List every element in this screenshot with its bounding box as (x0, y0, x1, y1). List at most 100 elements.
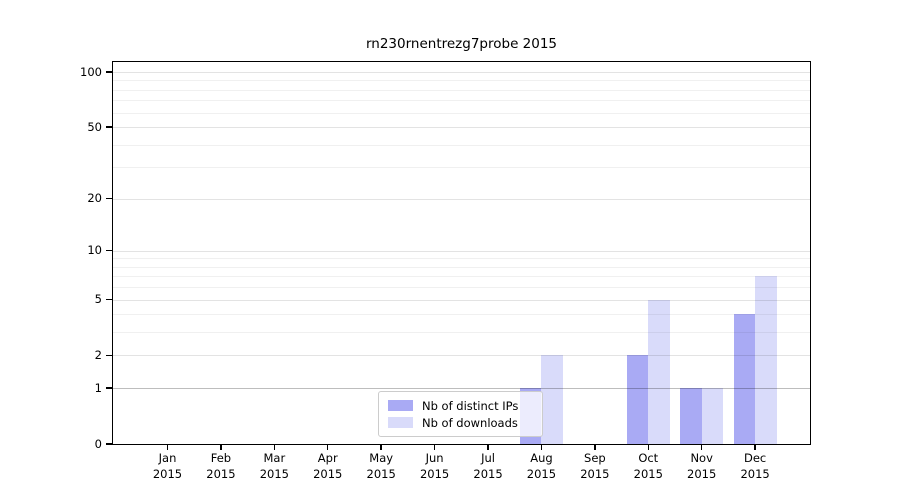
legend: Nb of distinct IPs Nb of downloads (378, 391, 543, 437)
x-tick-label: Sep 2015 (568, 451, 622, 482)
gridline-5 (113, 299, 810, 301)
bar-downloads-nov (701, 388, 724, 444)
x-tick-month: Sep (584, 451, 606, 465)
gridline-minor (113, 258, 810, 260)
gridline-1 (113, 388, 810, 390)
gridline-minor (113, 100, 810, 102)
gridline-50 (113, 127, 810, 129)
y-tick-label: 1 (94, 380, 102, 395)
x-tick-label: Jun 2015 (408, 451, 462, 482)
bar-downloads-aug (541, 355, 563, 444)
x-tick-year: 2015 (740, 466, 770, 481)
gridline-minor (113, 89, 810, 91)
x-tick-month: Oct (638, 451, 659, 465)
x-tick-month: Aug (530, 451, 553, 465)
bar-downloads-dec (755, 276, 777, 444)
x-tick-month: Apr (317, 451, 338, 465)
y-axis-tick (106, 298, 113, 301)
gridline-minor (113, 332, 810, 334)
gridline-minor (113, 266, 810, 268)
legend-swatch-downloads (388, 417, 413, 428)
x-axis-tick (754, 444, 756, 450)
x-axis-tick (433, 444, 436, 450)
x-tick-month: Jun (425, 451, 444, 465)
x-axis-tick (327, 444, 329, 450)
bar-distinct-ips-nov (680, 388, 702, 444)
gridline-minor (113, 144, 810, 146)
x-tick-label: Jul 2015 (461, 451, 515, 482)
x-tick-year: 2015 (366, 466, 396, 481)
x-tick-year: 2015 (687, 466, 717, 481)
y-tick-label: 10 (87, 243, 102, 258)
x-tick-month: May (369, 451, 394, 465)
legend-item-distinct-ips: Nb of distinct IPs (388, 399, 536, 413)
gridline-minor (113, 314, 810, 316)
x-tick-year: 2015 (633, 466, 663, 481)
plot-area (113, 62, 810, 444)
x-tick-label: Feb 2015 (194, 451, 248, 482)
x-axis-tick (273, 444, 276, 450)
bar-downloads-oct (648, 299, 670, 444)
y-axis-tick (106, 354, 113, 357)
x-tick-label: Dec 2015 (728, 451, 782, 482)
x-tick-label: Jan 2015 (141, 451, 195, 482)
x-tick-month: Mar (263, 451, 286, 465)
y-axis-tick (106, 250, 113, 252)
x-tick-year: 2015 (206, 466, 236, 481)
x-axis-tick (594, 444, 596, 450)
y-tick-label: 20 (87, 191, 102, 206)
x-tick-label: Apr 2015 (301, 451, 355, 482)
legend-swatch-distinct-ips (388, 400, 413, 411)
y-axis-tick (106, 387, 113, 389)
x-tick-label: May 2015 (354, 451, 408, 482)
x-tick-year: 2015 (419, 466, 450, 481)
y-axis-tick (106, 126, 113, 128)
x-axis-tick (487, 444, 489, 450)
gridline-minor (113, 276, 810, 278)
gridline-minor (113, 167, 810, 169)
gridline-20 (113, 198, 810, 200)
x-tick-year: 2015 (259, 466, 289, 481)
x-tick-year: 2015 (152, 466, 183, 481)
legend-item-downloads: Nb of downloads (388, 416, 536, 430)
x-axis-tick (647, 444, 649, 450)
x-tick-month: Jan (158, 451, 177, 465)
x-tick-year: 2015 (526, 466, 557, 481)
y-tick-label: 0 (94, 436, 102, 451)
x-axis-tick (166, 444, 169, 450)
x-tick-label: Mar 2015 (247, 451, 301, 482)
bar-distinct-ips-dec (733, 314, 756, 444)
gridline-minor (113, 287, 810, 289)
x-axis-tick (220, 444, 222, 450)
x-tick-label: Aug 2015 (514, 451, 568, 482)
y-tick-label: 50 (87, 119, 102, 134)
gridline-minor (113, 112, 810, 114)
gridline-minor (113, 80, 810, 82)
y-axis-tick (106, 443, 113, 445)
x-tick-year: 2015 (473, 466, 503, 481)
x-tick-month: Jul (481, 451, 495, 465)
y-axis-tick (106, 197, 113, 200)
x-tick-label: Oct 2015 (621, 451, 675, 482)
legend-label-distinct-ips: Nb of distinct IPs (422, 398, 519, 413)
y-tick-label: 5 (94, 292, 102, 307)
x-tick-year: 2015 (580, 466, 610, 481)
x-axis-tick (380, 444, 382, 450)
x-tick-month: Dec (743, 451, 767, 465)
gridline-2 (113, 355, 810, 357)
y-tick-label: 100 (80, 64, 102, 79)
chart-title: rn230rnentrezg7probe 2015 (365, 36, 558, 52)
x-axis-tick (701, 444, 703, 450)
x-tick-year: 2015 (313, 466, 343, 481)
x-axis-tick (540, 444, 543, 450)
gridline-10 (113, 250, 810, 252)
y-tick-label: 2 (94, 347, 102, 362)
bar-distinct-ips-oct (626, 355, 649, 444)
y-axis-tick (106, 71, 113, 73)
x-tick-month: Feb (210, 451, 232, 465)
legend-label-downloads: Nb of downloads (422, 415, 518, 430)
gridline-100 (113, 72, 810, 73)
x-tick-label: Nov 2015 (675, 451, 729, 482)
x-tick-month: Nov (690, 451, 713, 465)
